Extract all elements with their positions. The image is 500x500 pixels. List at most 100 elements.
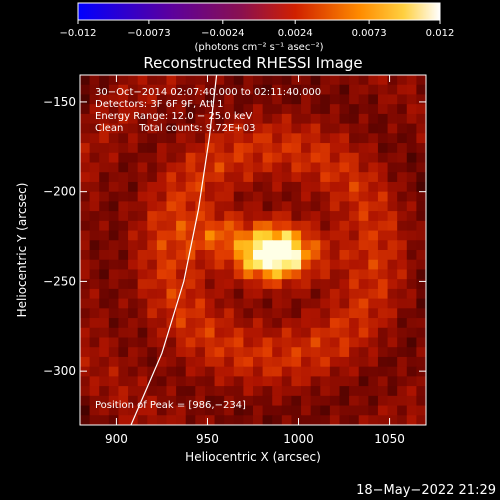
heatmap-cell [243,356,254,368]
heatmap-cell [406,356,417,368]
heatmap-cell [310,269,321,280]
heatmap-cell [156,84,168,96]
heatmap-cell [224,211,235,222]
heatmap-cell [281,250,293,261]
heatmap-cell [243,181,254,193]
heatmap-cell [118,298,129,309]
heatmap-cell [195,395,206,407]
heatmap-cell [416,84,426,96]
heatmap-cell [253,94,264,105]
heatmap-cell [99,201,110,212]
heatmap-cell [358,386,369,397]
heatmap-cell [233,288,244,300]
heatmap-cell [253,288,264,300]
heatmap-cell [204,240,216,251]
heatmap-cell [128,405,139,416]
heatmap-cell [166,94,177,105]
heatmap-cell [89,327,100,339]
heatmap-cell [80,123,91,134]
heatmap-cell [156,356,168,368]
heatmap-cell [99,191,110,202]
heatmap-cell [128,298,139,309]
heatmap-cell [137,415,148,425]
heatmap-cell [185,288,196,300]
heatmap-cell [387,337,398,348]
heatmap-cell [329,162,341,173]
heatmap-cell [291,298,302,309]
heatmap-cell [137,327,148,339]
heatmap-cell [108,162,120,173]
heatmap-cell [128,230,139,241]
heatmap-cell [368,308,379,319]
heatmap-cell [291,133,302,144]
heatmap-cell [176,75,187,86]
heatmap-cell [156,94,168,105]
heatmap-cell [224,181,235,193]
heatmap-cell [416,259,426,271]
heatmap-cell [195,298,206,309]
heatmap-cell [281,347,293,358]
heatmap-cell [185,376,196,387]
heatmap-cell [406,250,417,261]
heatmap-cell [214,259,225,271]
heatmap-cell [320,240,331,251]
heatmap-cell [80,104,91,115]
heatmap-cell [156,327,168,339]
heatmap-cell [233,308,244,319]
heatmap-cell [301,318,312,329]
heatmap-cell [118,191,129,202]
heatmap-cell [195,162,206,173]
heatmap-cell [281,94,293,105]
heatmap-cell [397,143,408,154]
heatmap-cell [397,123,408,134]
heatmap-cell [253,250,264,261]
heatmap-cell [329,347,341,358]
heatmap-cell [272,181,283,193]
heatmap-cell [118,327,129,339]
heatmap-cell [368,269,379,280]
heatmap-cell [406,337,417,348]
heatmap-cell [291,356,302,368]
heatmap-cell [176,415,187,425]
heatmap-cell [80,201,91,212]
heatmap-cell [89,366,100,377]
heatmap-cell [137,162,148,173]
heatmap-cell [291,415,302,425]
heatmap-cell [233,386,244,397]
heatmap-cell [195,220,206,232]
heatmap-cell [320,75,331,86]
heatmap-cell [195,376,206,387]
heatmap-cell [406,327,417,339]
heatmap-cell [137,259,148,271]
image-area [80,75,426,425]
heatmap-cell [368,201,379,212]
heatmap-cell [262,269,273,280]
heatmap-cell [339,191,350,202]
heatmap-cell [243,84,254,96]
heatmap-cell [310,104,321,115]
heatmap-cell [224,172,235,183]
heatmap-cell [262,211,273,222]
heatmap-cell [118,84,129,96]
heatmap-cell [416,405,426,416]
heatmap-cell [320,94,331,105]
heatmap-cell [156,191,168,202]
heatmap-cell [214,133,225,144]
heatmap-cell [310,259,321,271]
heatmap-cell [128,113,139,125]
heatmap-cell [195,240,206,251]
heatmap-cell [195,181,206,193]
heatmap-cell [262,366,273,377]
heatmap-cell [108,308,120,319]
heatmap-cell [176,94,187,105]
heatmap-cell [416,376,426,387]
heatmap-cell [147,386,158,397]
heatmap-cell [358,211,369,222]
heatmap-cell [99,181,110,193]
heatmap-cell [339,298,350,309]
heatmap-cell [243,240,254,251]
heatmap-cell [108,327,120,339]
heatmap-cell [253,405,264,416]
heatmap-cell [137,337,148,348]
heatmap-cell [291,240,302,251]
